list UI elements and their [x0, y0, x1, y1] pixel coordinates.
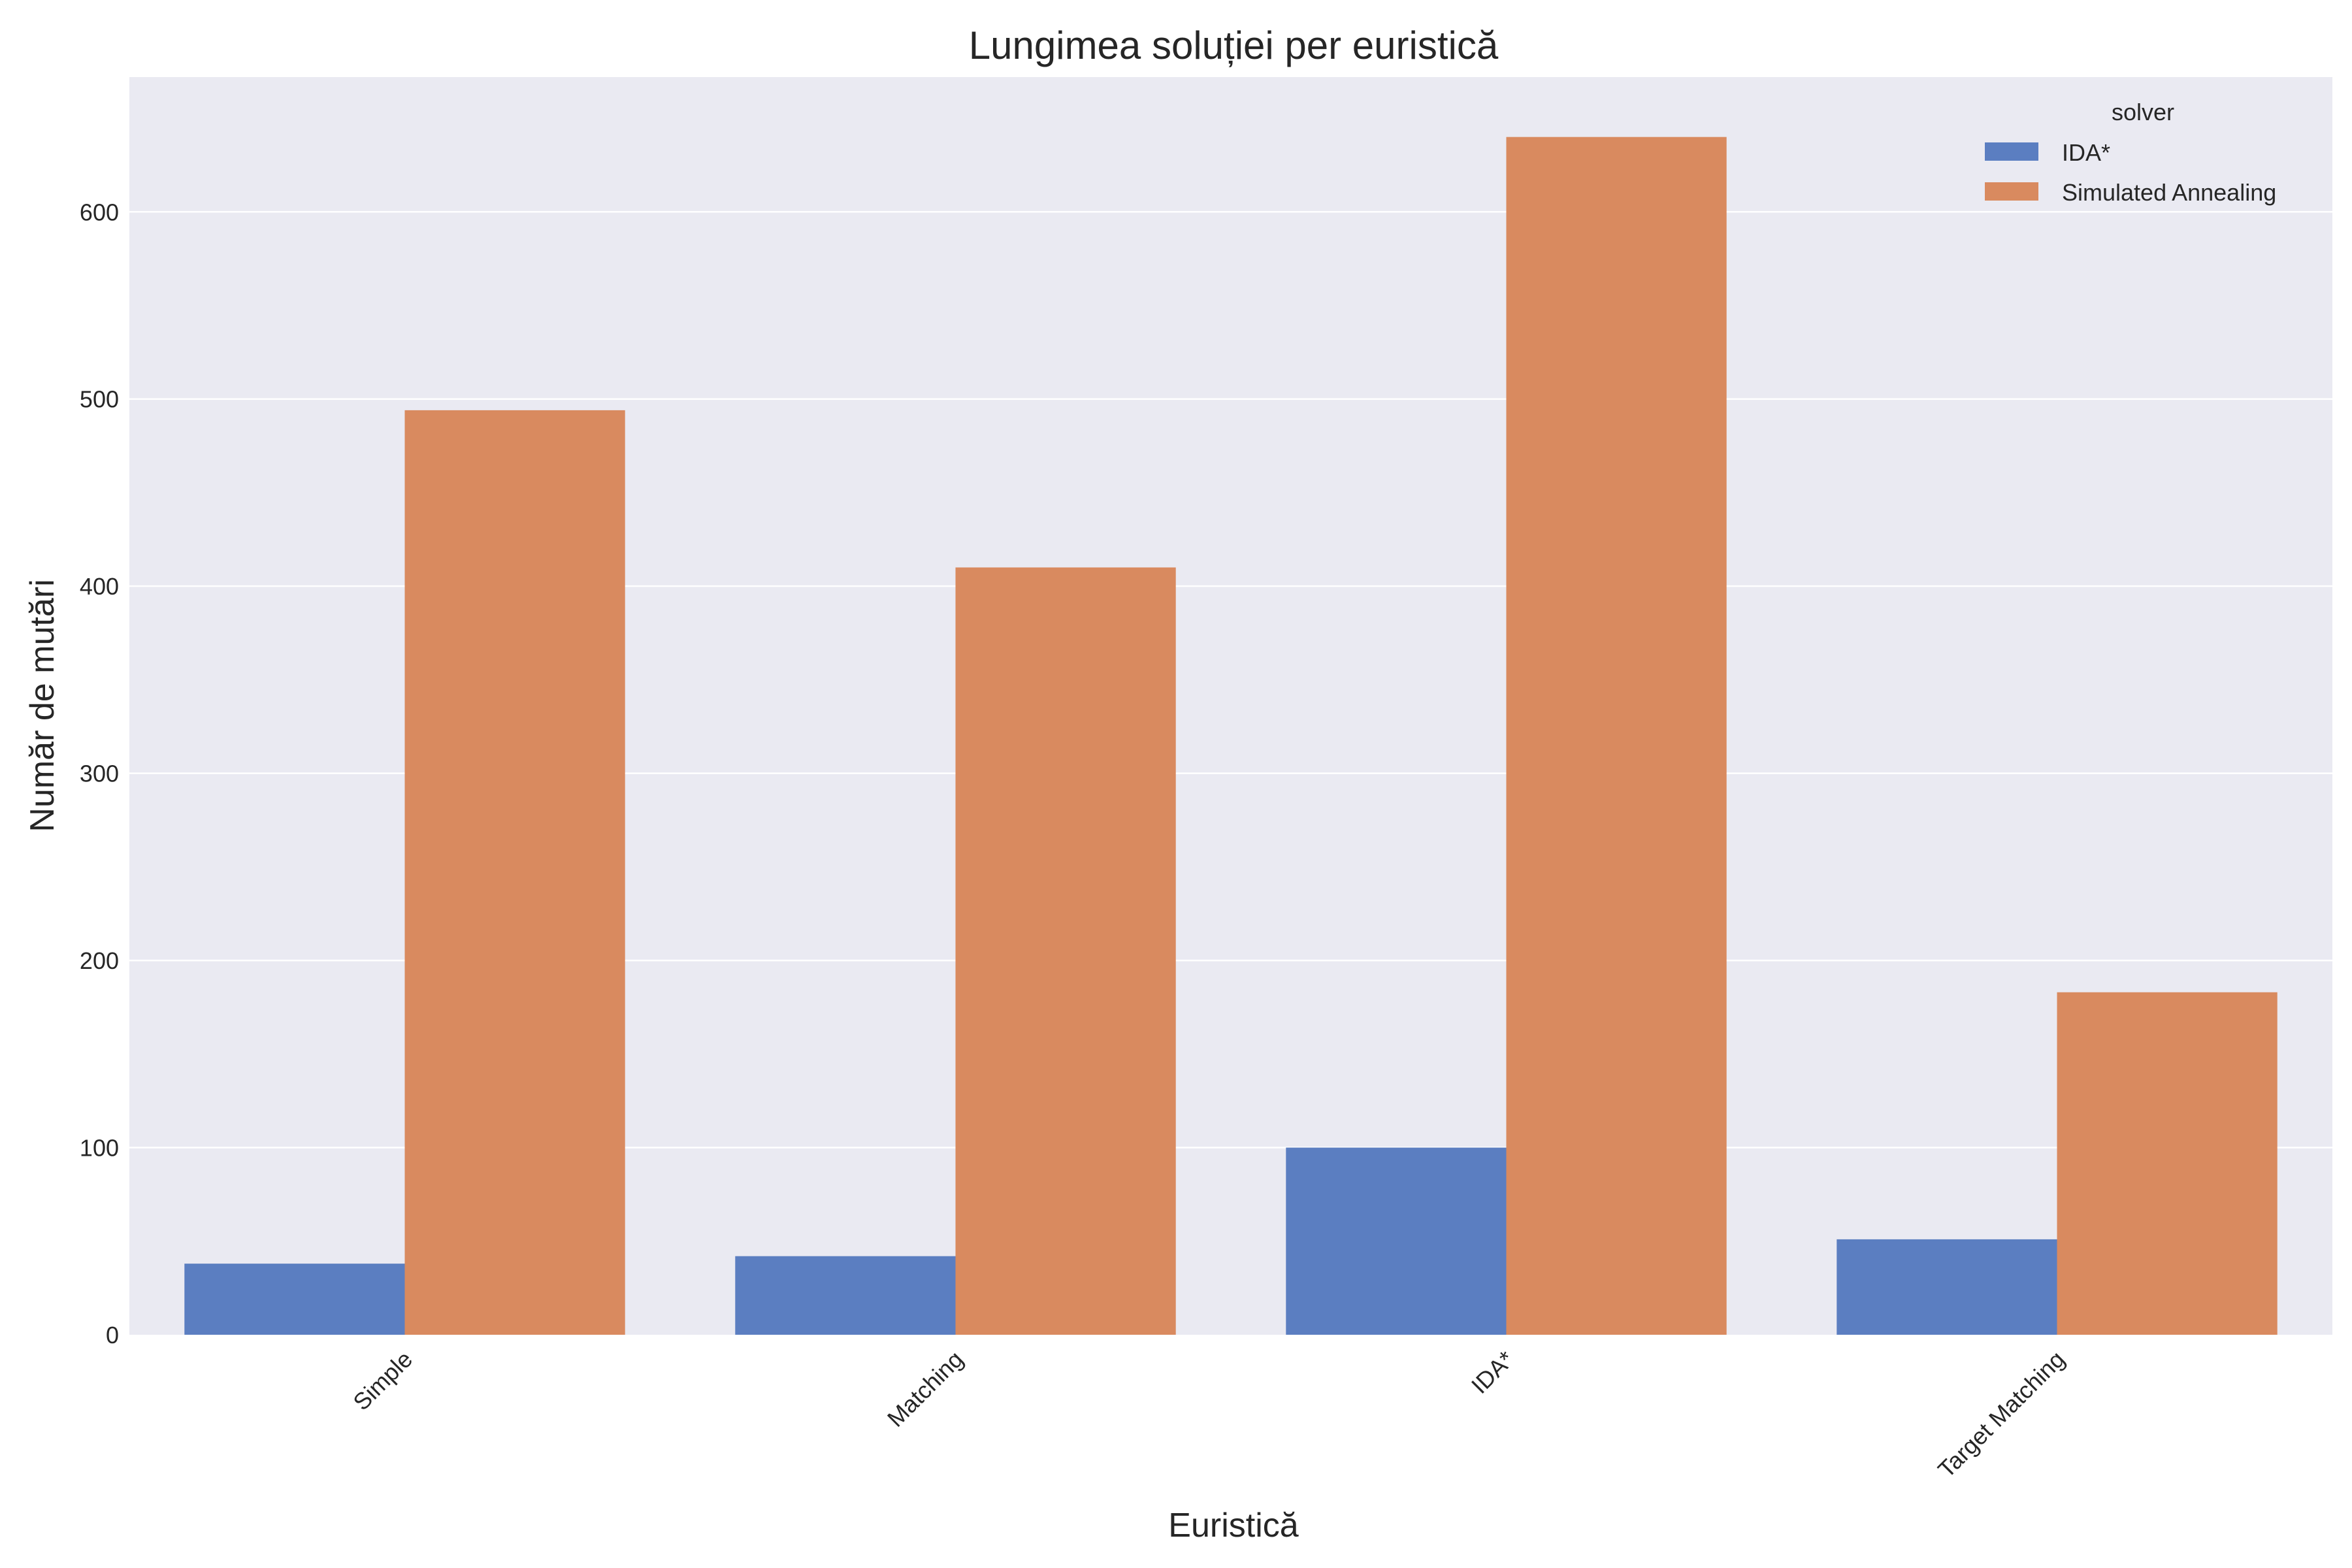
bar-ida-matching — [735, 1256, 956, 1335]
bar-simulated-annealing-target-matching — [2057, 992, 2278, 1335]
y-tick-label: 500 — [80, 386, 119, 413]
bar-simulated-annealing-simple — [404, 410, 625, 1335]
x-axis-title: Euristică — [1168, 1507, 1298, 1544]
y-tick-label: 400 — [80, 573, 119, 600]
x-tick-label: IDA* — [1466, 1346, 1519, 1399]
legend-title: solver — [2112, 99, 2174, 125]
y-tick-labels: 0 100 200 300 400 500 600 — [80, 199, 119, 1348]
legend-swatch-ida — [1985, 142, 2038, 161]
chart-title: Lungimea soluției per euristică — [969, 24, 1499, 67]
legend-swatch-simulated-annealing — [1985, 182, 2038, 201]
legend-label-ida: IDA* — [2062, 139, 2110, 166]
y-tick-label: 600 — [80, 199, 119, 225]
y-tick-label: 200 — [80, 947, 119, 974]
bars — [184, 137, 2278, 1335]
x-tick-labels: Simple Matching IDA* Target Matching — [348, 1346, 2070, 1483]
bar-simulated-annealing-matching — [955, 567, 1176, 1335]
x-tick-label: Target Matching — [1933, 1346, 2070, 1483]
bar-simulated-annealing-ida — [1506, 137, 1727, 1335]
x-tick-label: Matching — [882, 1346, 968, 1432]
y-tick-label: 0 — [106, 1322, 119, 1348]
y-tick-label: 100 — [80, 1135, 119, 1162]
x-tick-label: Simple — [348, 1346, 417, 1416]
legend: solver IDA* Simulated Annealing — [1985, 99, 2276, 206]
bar-ida-ida — [1286, 1147, 1507, 1335]
legend-label-simulated-annealing: Simulated Annealing — [2062, 179, 2276, 206]
bar-ida-simple — [184, 1264, 405, 1335]
y-tick-label: 300 — [80, 760, 119, 787]
y-axis-title: Număr de mutări — [24, 579, 61, 832]
bar-ida-target-matching — [1837, 1239, 2057, 1335]
